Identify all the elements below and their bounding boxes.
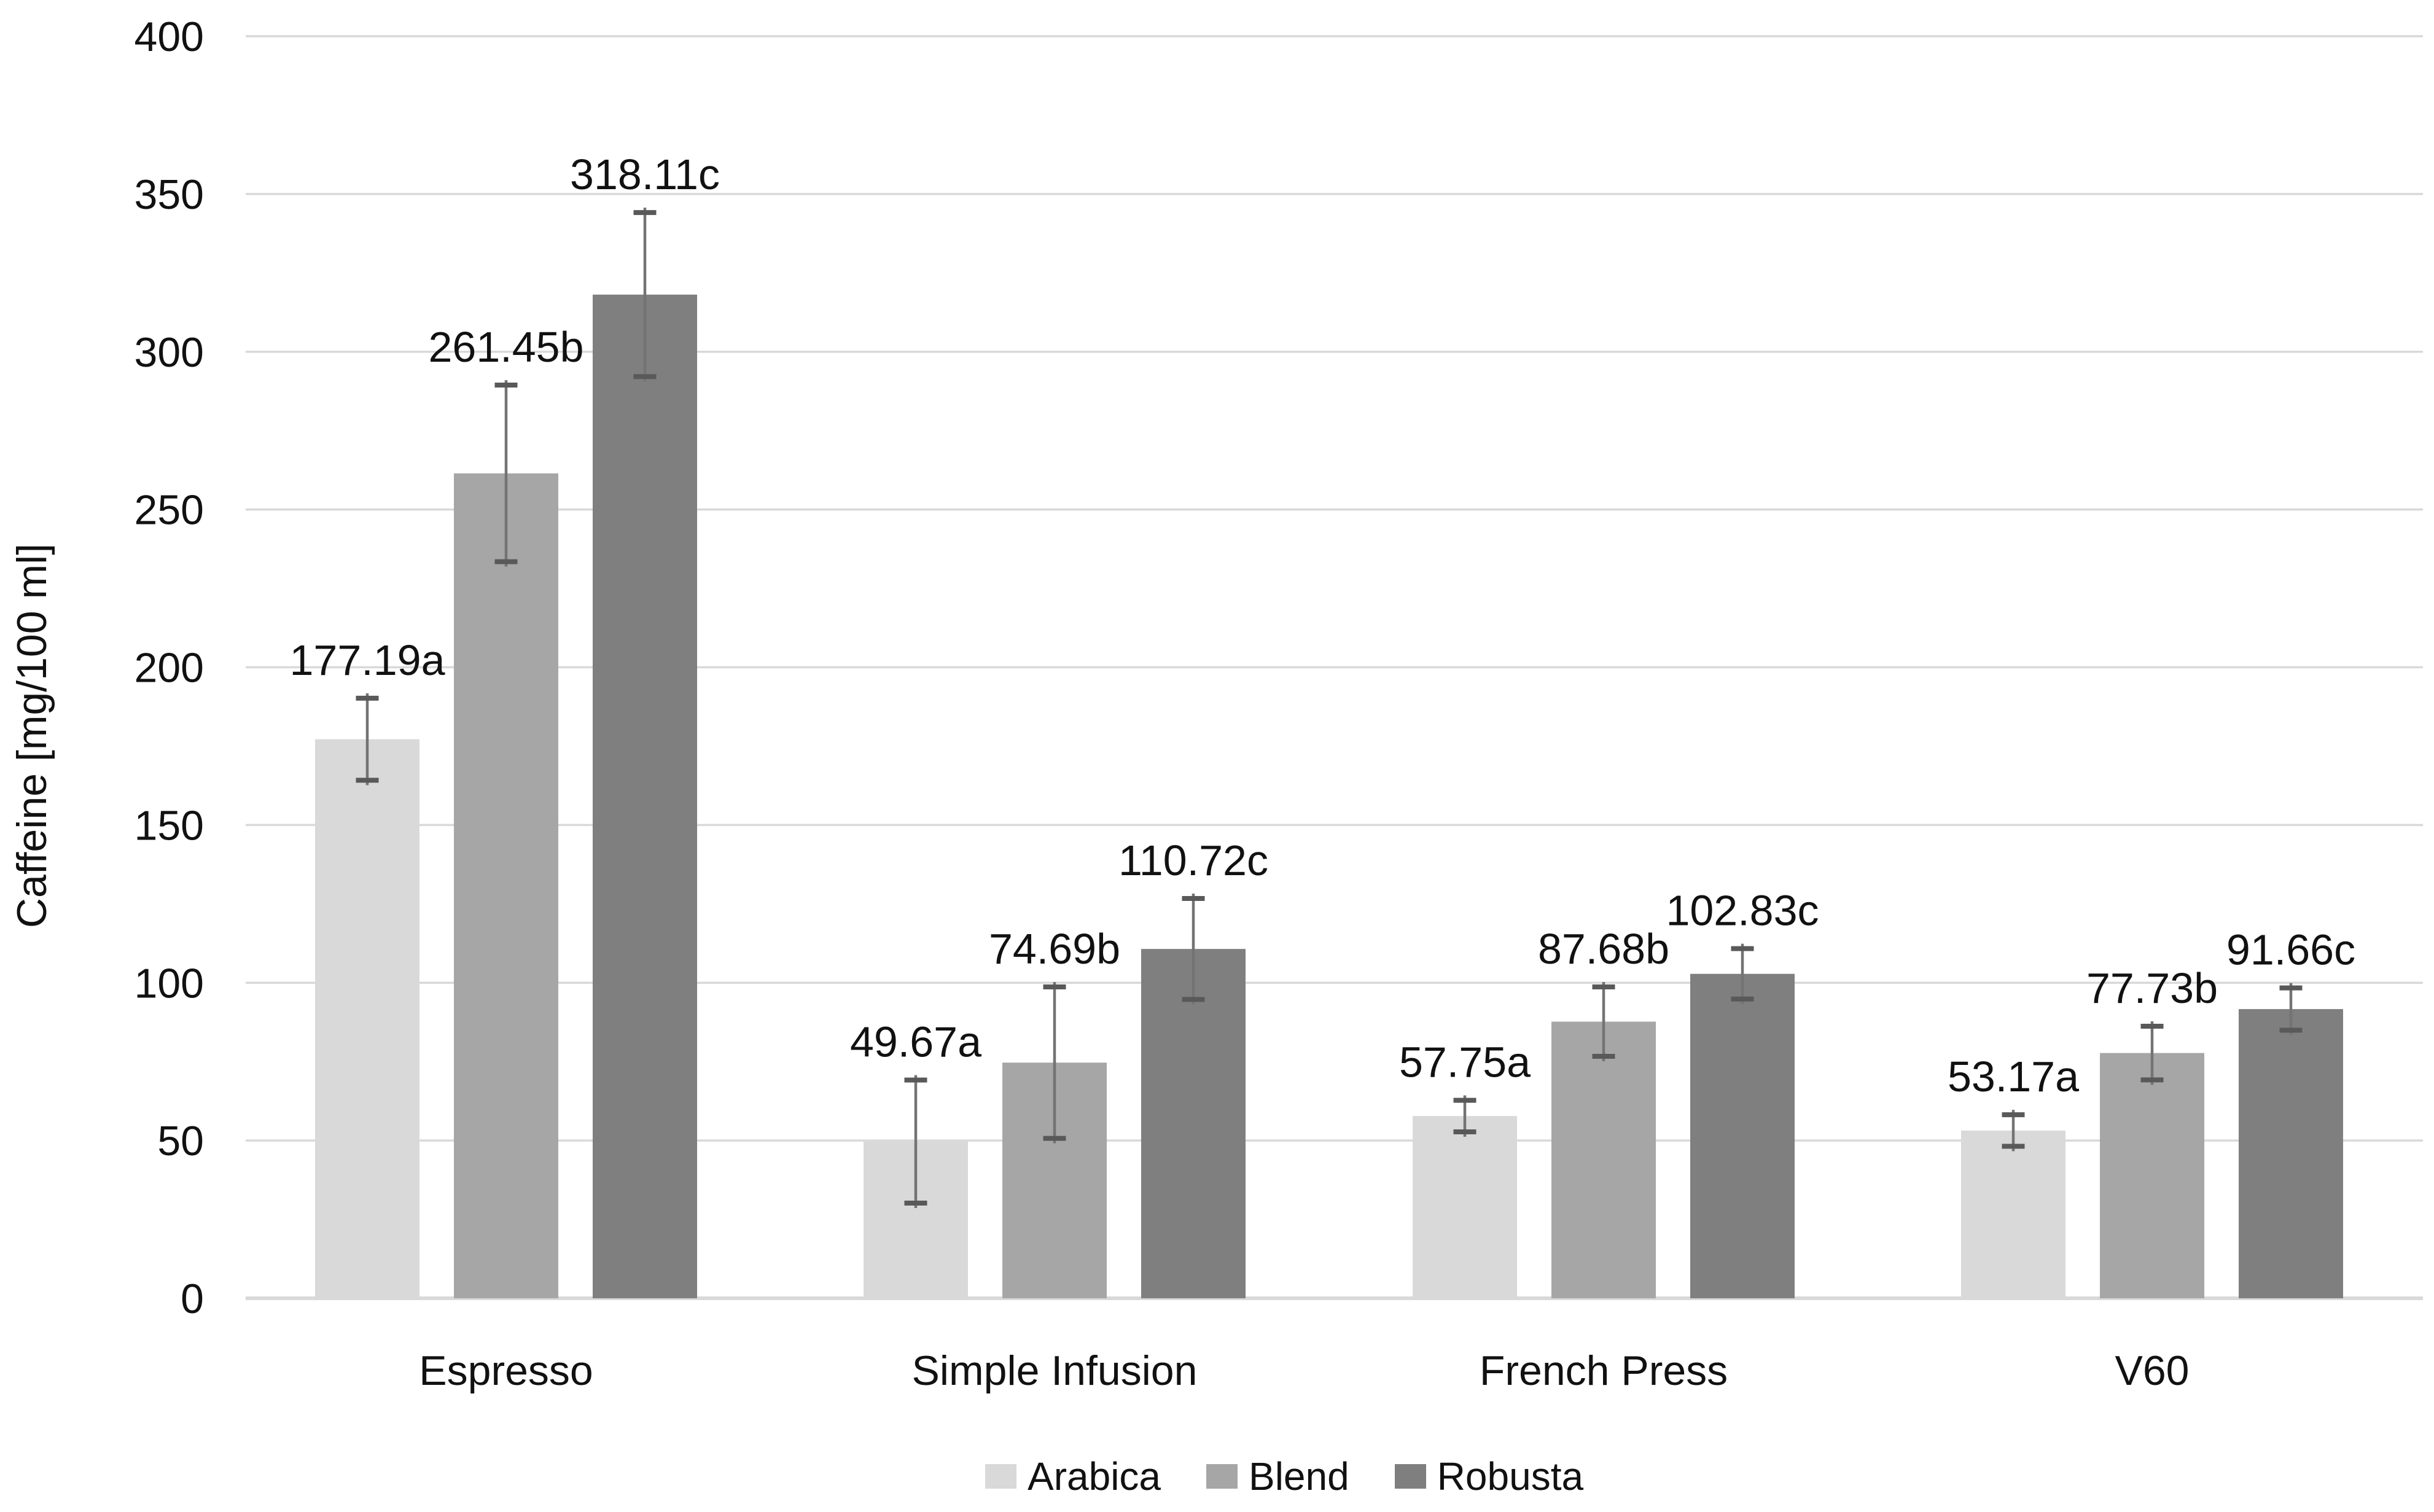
bar-french-press-arabica xyxy=(1413,1116,1517,1298)
y-tick-label-350: 350 xyxy=(135,171,204,218)
y-tick-label-50: 50 xyxy=(157,1118,204,1164)
data-label-simple-infusion-arabica: 49.67a xyxy=(850,1018,981,1066)
y-tick-label-100: 100 xyxy=(135,960,204,1007)
data-label-french-press-blend: 87.68b xyxy=(1538,925,1669,973)
data-label-v60-blend: 77.73b xyxy=(2086,964,2218,1012)
y-tick-label-200: 200 xyxy=(135,645,204,692)
legend-item-blend: Blend xyxy=(1206,1457,1349,1496)
bar-v60-robusta xyxy=(2239,1009,2343,1298)
legend-item-arabica: Arabica xyxy=(985,1457,1161,1496)
data-label-french-press-robusta: 102.83c xyxy=(1666,887,1819,935)
bar-v60-blend xyxy=(2100,1053,2204,1298)
bar-espresso-blend xyxy=(454,473,558,1299)
legend-label-arabica: Arabica xyxy=(1028,1454,1161,1498)
y-tick-label-150: 150 xyxy=(135,802,204,849)
legend: Arabica Blend Robusta xyxy=(985,1457,1583,1496)
bar-french-press-blend xyxy=(1551,1021,1656,1298)
bar-espresso-arabica xyxy=(315,739,419,1298)
y-tick-label-300: 300 xyxy=(135,329,204,376)
y-tick-label-250: 250 xyxy=(135,487,204,534)
legend-item-robusta: Robusta xyxy=(1394,1454,1584,1498)
bar-v60-arabica xyxy=(1961,1130,2065,1298)
data-label-espresso-robusta: 318.11c xyxy=(570,150,720,198)
category-label-french-press: French Press xyxy=(1480,1347,1728,1394)
category-label-simple-infusion: Simple Infusion xyxy=(912,1347,1198,1394)
data-label-v60-arabica: 53.17a xyxy=(1948,1053,2079,1101)
bar-espresso-robusta xyxy=(593,294,697,1299)
category-label-v60: V60 xyxy=(2115,1347,2190,1394)
data-label-espresso-blend: 261.45b xyxy=(428,323,583,371)
data-label-simple-infusion-blend: 74.69b xyxy=(989,925,1120,973)
legend-swatch-arabica xyxy=(985,1464,1016,1489)
bar-french-press-robusta xyxy=(1690,973,1795,1298)
data-label-simple-infusion-robusta: 110.72c xyxy=(1118,836,1268,884)
data-label-french-press-arabica: 57.75a xyxy=(1399,1039,1531,1086)
category-label-espresso: Espresso xyxy=(419,1347,593,1394)
legend-label-robusta: Robusta xyxy=(1437,1454,1584,1498)
data-label-espresso-arabica: 177.19a xyxy=(289,636,445,684)
bar-simple-infusion-robusta xyxy=(1141,949,1246,1298)
y-axis-title: Caffeine [mg/100 ml] xyxy=(9,544,55,928)
legend-swatch-blend xyxy=(1206,1464,1238,1489)
legend-swatch-robusta xyxy=(1394,1464,1426,1489)
data-label-v60-robusta: 91.66c xyxy=(2226,926,2355,974)
y-tick-label-400: 400 xyxy=(135,14,204,60)
legend-label-blend: Blend xyxy=(1249,1454,1349,1498)
y-tick-label-0: 0 xyxy=(181,1276,204,1322)
